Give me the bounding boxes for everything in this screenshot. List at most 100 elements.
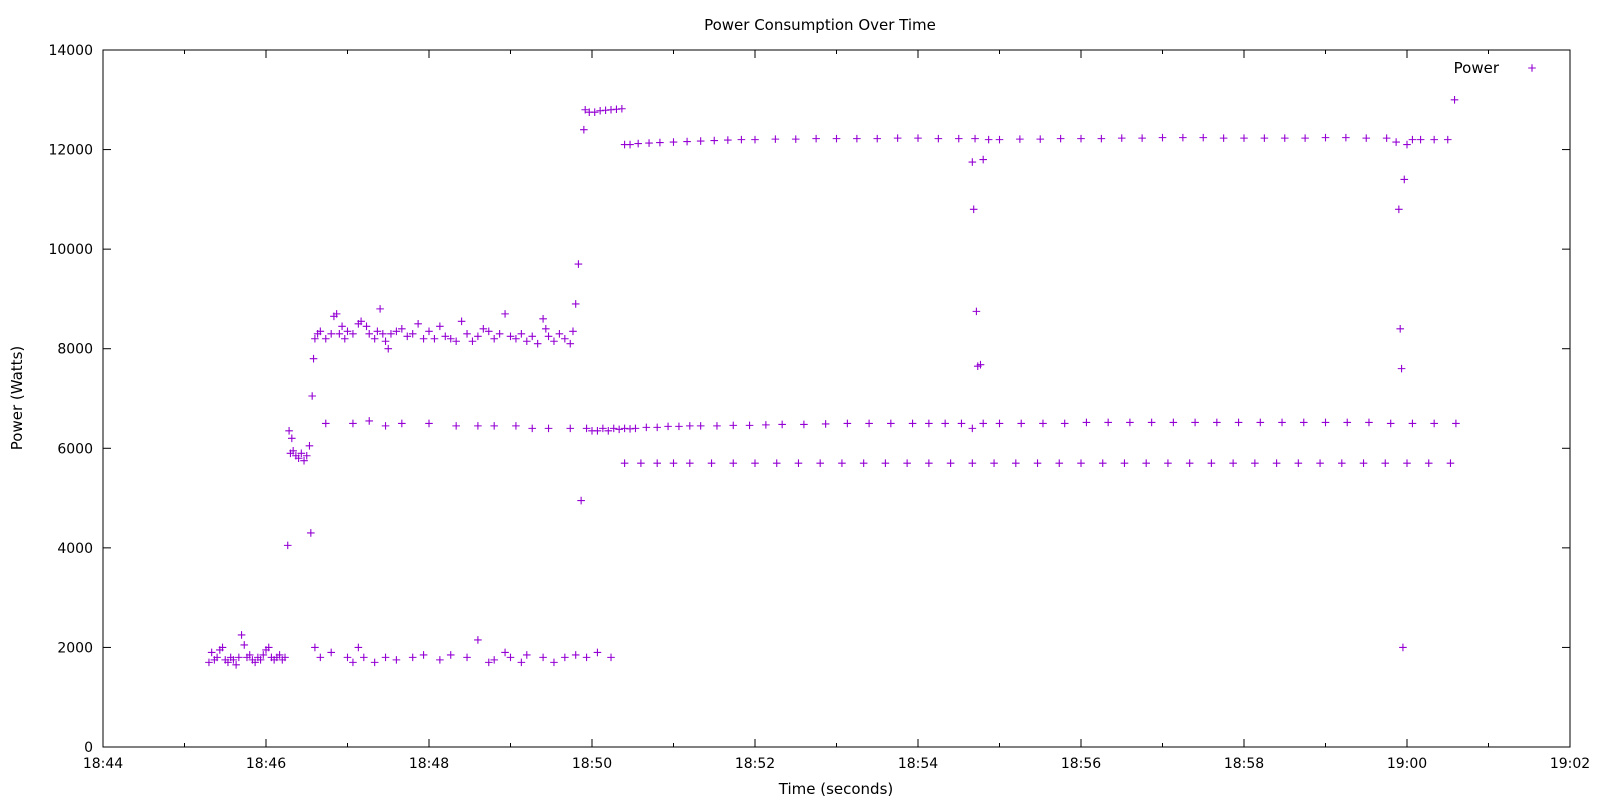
data-point xyxy=(1260,134,1269,142)
data-point xyxy=(1408,419,1417,428)
data-point xyxy=(838,459,846,468)
data-point xyxy=(343,327,352,336)
y-tick-label: 2000 xyxy=(57,640,93,656)
data-point xyxy=(533,339,542,348)
data-point xyxy=(577,496,585,505)
data-point xyxy=(479,325,488,333)
data-point xyxy=(1408,135,1417,144)
data-point xyxy=(237,631,246,639)
data-point xyxy=(302,451,311,460)
data-point xyxy=(1234,418,1243,427)
data-point xyxy=(414,320,422,328)
data-point xyxy=(566,339,575,348)
data-point xyxy=(1272,459,1281,468)
data-point xyxy=(1012,459,1020,468)
data-point xyxy=(240,641,249,649)
data-point xyxy=(1164,459,1172,468)
data-point xyxy=(1450,95,1459,104)
data-point xyxy=(1400,175,1409,184)
data-point xyxy=(1316,459,1324,468)
data-point xyxy=(218,643,227,652)
data-point xyxy=(354,643,363,652)
data-point xyxy=(235,653,243,662)
data-point xyxy=(1229,459,1237,468)
data-point xyxy=(1142,459,1150,468)
data-point xyxy=(283,541,292,550)
data-point xyxy=(463,329,471,338)
data-point xyxy=(387,329,395,338)
data-point xyxy=(370,334,379,343)
data-point xyxy=(832,134,841,143)
data-point xyxy=(1036,135,1045,143)
data-point xyxy=(1126,418,1134,427)
data-point xyxy=(574,260,583,268)
data-point xyxy=(990,459,998,468)
data-point xyxy=(1199,133,1208,142)
data-point xyxy=(381,337,390,346)
data-point xyxy=(1299,418,1308,427)
data-point xyxy=(446,334,455,343)
data-point xyxy=(327,648,335,657)
data-point xyxy=(474,422,482,430)
data-point xyxy=(561,334,569,343)
data-point xyxy=(729,421,738,430)
data-point xyxy=(205,658,213,667)
data-point xyxy=(669,459,678,468)
data-point xyxy=(343,653,352,662)
data-point xyxy=(316,327,325,336)
y-tick-label: 4000 xyxy=(57,541,93,557)
data-point xyxy=(381,653,390,662)
data-point xyxy=(656,138,664,147)
data-point xyxy=(379,329,387,338)
data-point xyxy=(925,419,933,428)
legend-marker-plus xyxy=(1528,64,1536,72)
data-point xyxy=(523,337,531,346)
x-tick-label: 19:02 xyxy=(1550,756,1590,772)
data-point xyxy=(1016,135,1024,143)
data-point xyxy=(642,423,651,432)
data-point xyxy=(490,334,498,343)
data-point xyxy=(984,135,993,144)
data-point xyxy=(995,419,1004,428)
data-point xyxy=(762,421,770,429)
data-point xyxy=(972,307,981,316)
data-point xyxy=(490,656,498,664)
data-point xyxy=(403,332,412,341)
x-tick-label: 18:50 xyxy=(572,756,612,772)
data-point xyxy=(1301,134,1309,142)
data-point xyxy=(626,140,634,149)
data-point xyxy=(1452,419,1460,428)
data-point xyxy=(1443,135,1452,144)
data-point xyxy=(539,315,547,323)
data-point xyxy=(969,205,978,214)
data-point xyxy=(729,459,738,468)
data-point xyxy=(1359,459,1368,468)
data-point xyxy=(1403,459,1411,468)
data-point xyxy=(1185,459,1194,468)
data-point xyxy=(1251,459,1259,468)
data-point xyxy=(446,651,455,659)
data-point xyxy=(925,459,933,468)
data-point xyxy=(995,135,1004,144)
data-point xyxy=(1382,134,1391,142)
data-point xyxy=(256,656,265,664)
legend: Power xyxy=(1454,59,1536,77)
data-point xyxy=(1280,134,1289,142)
data-point xyxy=(398,419,406,428)
data-point xyxy=(1396,325,1405,333)
data-point xyxy=(675,422,683,431)
data-point xyxy=(954,134,963,143)
data-point xyxy=(321,334,330,343)
data-point xyxy=(634,139,642,148)
data-point xyxy=(669,138,678,146)
data-point xyxy=(1033,459,1042,468)
data-point xyxy=(914,134,922,142)
data-point xyxy=(859,459,868,468)
data-point xyxy=(1104,418,1112,427)
data-point xyxy=(1098,459,1107,468)
data-point xyxy=(224,658,232,667)
data-point xyxy=(1147,418,1156,427)
data-point xyxy=(1055,459,1064,468)
data-point xyxy=(419,651,428,659)
x-tick-label: 18:46 xyxy=(246,756,286,772)
